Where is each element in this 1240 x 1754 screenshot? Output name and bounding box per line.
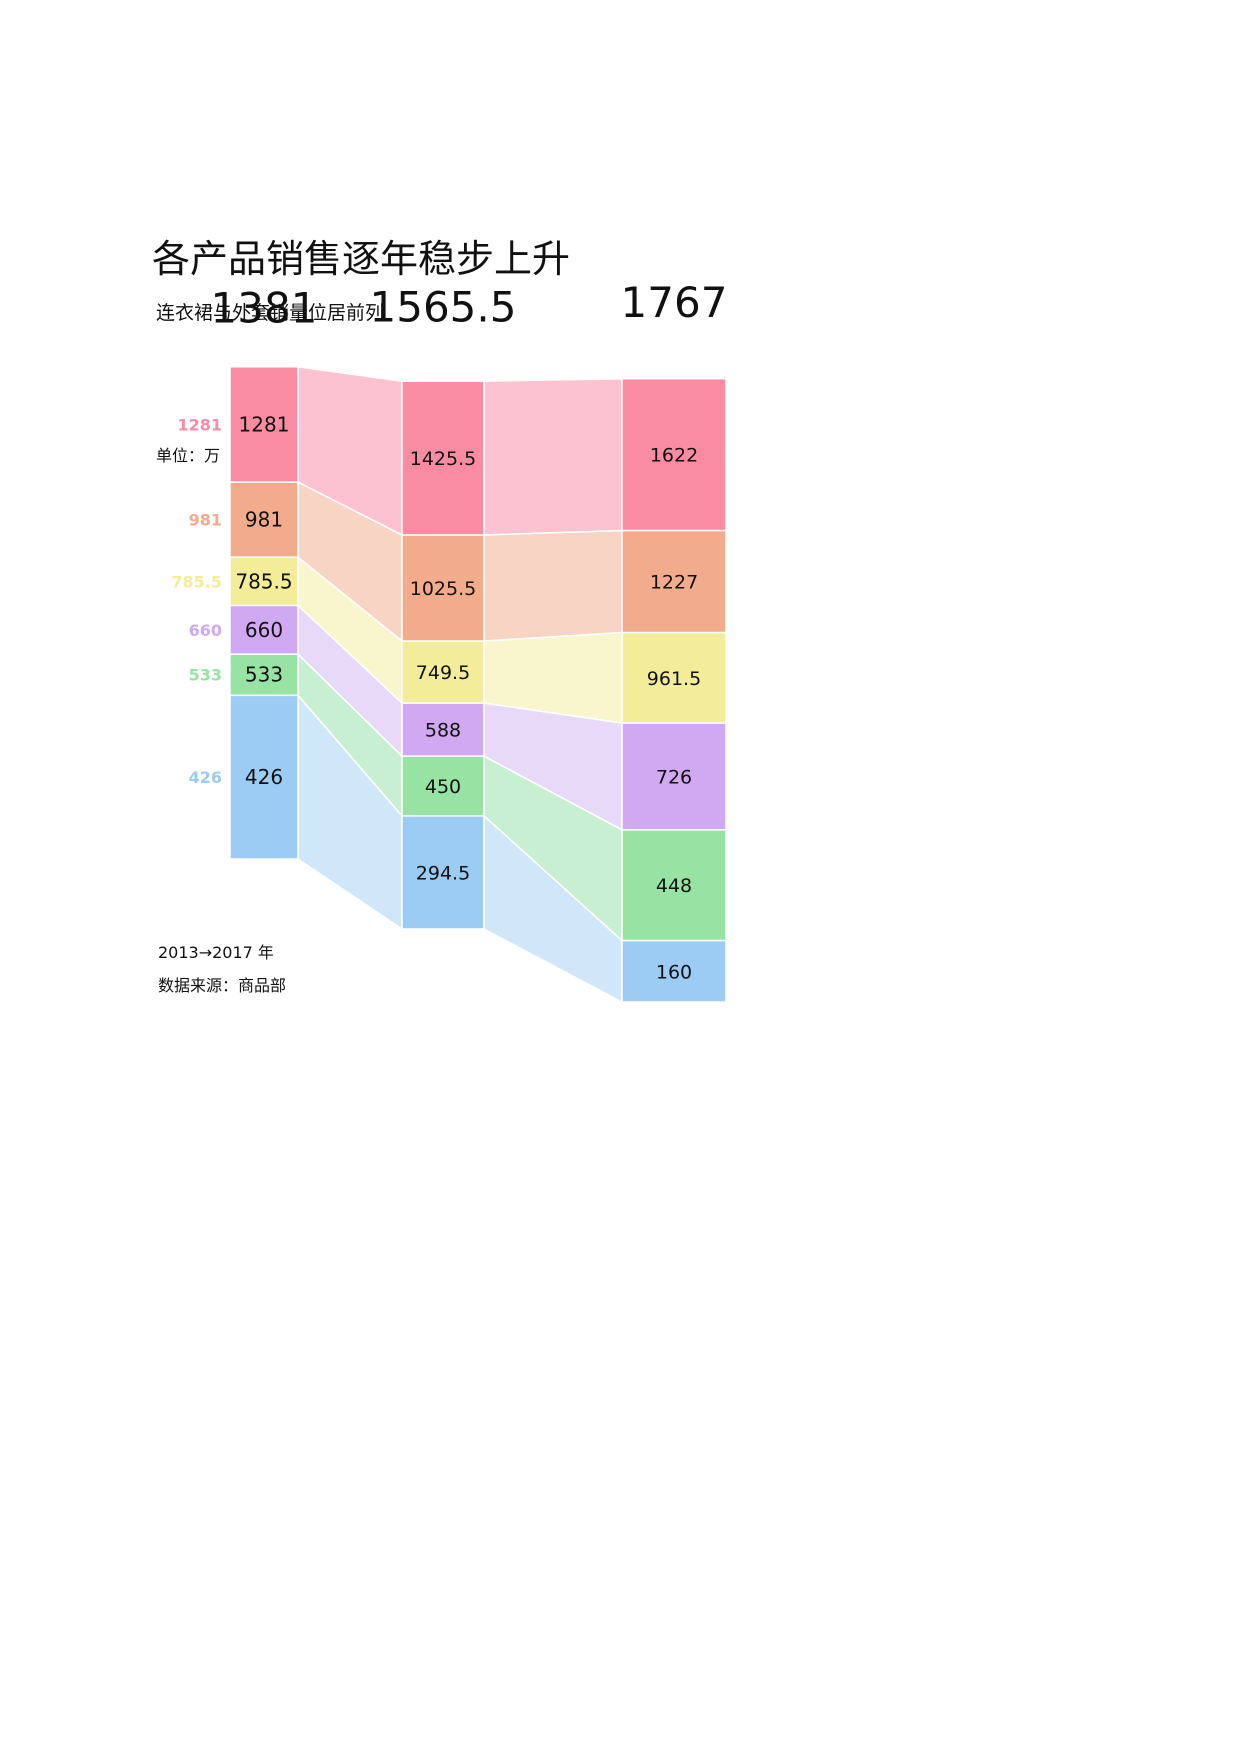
- left-value-label: 1281: [177, 415, 222, 434]
- segment-value-label: 1425.5: [410, 448, 476, 470]
- segment-value-label: 1281: [239, 412, 290, 436]
- segment-value-label: 1227: [650, 572, 698, 594]
- segment-value-label: 588: [425, 720, 461, 742]
- bar-segment-2-5: [401, 534, 485, 642]
- bar-segment-3-3: [621, 722, 727, 831]
- bar-segment-3-6: [621, 377, 727, 532]
- left-value-label: 426: [189, 768, 222, 787]
- column-total-label: 1565.5: [370, 282, 517, 331]
- segment-value-label: 981: [245, 508, 283, 532]
- segment-value-label: 961.5: [647, 668, 701, 690]
- column-total-label: 1381: [211, 283, 318, 332]
- segment-value-label: 448: [656, 875, 692, 897]
- bar-segment-1-6: [229, 366, 299, 483]
- bar-segment-3-2: [621, 829, 727, 942]
- segment-value-label: 660: [245, 618, 283, 642]
- flow-bands: [297, 365, 623, 1004]
- segment-value-label: 426: [245, 765, 283, 789]
- bar-segment-1-2: [229, 653, 299, 697]
- bar-segment-2-6: [401, 380, 485, 536]
- left-value-label: 660: [189, 621, 222, 640]
- left-value-label: 533: [189, 666, 222, 685]
- segment-value-label: 160: [656, 961, 692, 983]
- chart-subtitle: 连衣裙与外套销量位居前列: [156, 302, 384, 324]
- chart-title: 各产品销售逐年稳步上升: [152, 237, 570, 281]
- segment-value-label: 1622: [650, 445, 698, 467]
- segment-value-label: 726: [656, 766, 692, 788]
- value-labels: 426 533 660 785.5 981 1281 1381 294.5 450 588 749.…: [171, 278, 727, 983]
- unit-label: 单位：万: [156, 446, 220, 465]
- segment-value-label: 533: [245, 663, 283, 687]
- period-label: 2013→2017 年: [158, 943, 274, 962]
- bar-segment-1-1: [229, 694, 299, 860]
- left-value-label: 785.5: [171, 572, 222, 591]
- segment-value-label: 785.5: [235, 569, 292, 593]
- flow-band-2-5: [483, 529, 623, 642]
- column-total-label: 1767: [621, 278, 728, 327]
- bar-segment-2-3: [401, 702, 485, 757]
- flow-band-2-6: [483, 377, 623, 536]
- segment-value-label: 749.5: [416, 662, 470, 684]
- bar-segment-2-1: [401, 815, 485, 930]
- stacked-bars: [229, 366, 727, 1003]
- bar-segment-1-3: [229, 604, 299, 655]
- segment-value-label: 294.5: [416, 862, 470, 884]
- bar-segment-3-5: [621, 529, 727, 634]
- bar-segment-2-4: [401, 640, 485, 704]
- segment-value-label: 450: [425, 776, 461, 798]
- bar-segment-2-2: [401, 755, 485, 817]
- left-value-label: 981: [189, 511, 222, 530]
- source-label: 数据来源：商品部: [158, 976, 286, 995]
- bar-segment-3-4: [621, 631, 727, 724]
- segment-value-label: 1025.5: [410, 578, 476, 600]
- bar-segment-1-5: [229, 481, 299, 558]
